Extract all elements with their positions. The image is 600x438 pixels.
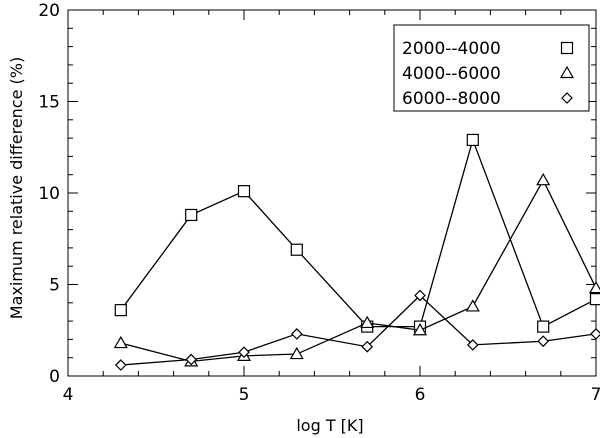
data-point-square	[237, 185, 251, 198]
y-tick-label: 5	[49, 276, 60, 296]
data-point-square	[466, 133, 479, 147]
data-point-triangle	[412, 323, 428, 336]
legend-box	[393, 24, 590, 112]
x-tick-label: 7	[591, 385, 600, 405]
y-tick-label: 20	[38, 1, 60, 21]
data-point-triangle	[113, 335, 128, 349]
data-point-diamond	[114, 359, 127, 371]
data-point-triangle	[536, 172, 551, 186]
data-point-square	[185, 208, 198, 222]
series-triangle	[113, 172, 600, 367]
data-point-square	[114, 304, 127, 317]
x-tick-label: 6	[415, 385, 426, 405]
legend-marker-triangle	[559, 65, 575, 79]
x-axis-label: log T [K]	[296, 416, 363, 435]
data-point-triangle	[588, 280, 600, 294]
data-point-square	[537, 320, 550, 333]
axis-ticks: 4 5 6 7 0 5 10 15 20	[38, 1, 600, 405]
data-point-diamond	[185, 353, 198, 366]
legend: 2000--4000 4000--6000 6000--8000	[393, 24, 590, 112]
data-point-diamond	[238, 346, 250, 359]
data-point-square	[290, 243, 303, 256]
series-group	[113, 133, 600, 371]
data-point-diamond	[290, 328, 303, 340]
legend-entry-label: 6000--8000	[402, 89, 501, 109]
y-tick-label: 15	[38, 93, 60, 113]
legend-marker-diamond	[561, 92, 573, 104]
data-point-triangle	[465, 299, 480, 312]
data-point-diamond	[537, 335, 550, 348]
data-point-triangle	[360, 315, 375, 329]
data-point-square	[589, 293, 600, 306]
x-tick-label: 5	[239, 385, 250, 405]
legend-marker-square	[560, 41, 574, 55]
x-tick-label: 4	[63, 385, 74, 405]
series-diamond	[114, 289, 600, 371]
data-point-diamond	[590, 328, 600, 340]
legend-entry-label: 2000--4000	[402, 39, 501, 59]
series-square	[114, 133, 600, 333]
data-point-diamond	[361, 340, 374, 353]
series-line	[120, 137, 597, 328]
series-line	[120, 178, 597, 363]
y-tick-label: 10	[38, 184, 60, 204]
y-axis-label: Maximum relative difference (%)	[7, 57, 26, 319]
legend-entry-label: 4000--6000	[402, 64, 501, 84]
y-tick-label: 0	[49, 367, 60, 387]
data-point-triangle	[289, 346, 304, 360]
data-point-diamond	[466, 339, 479, 351]
data-point-diamond	[414, 289, 426, 302]
